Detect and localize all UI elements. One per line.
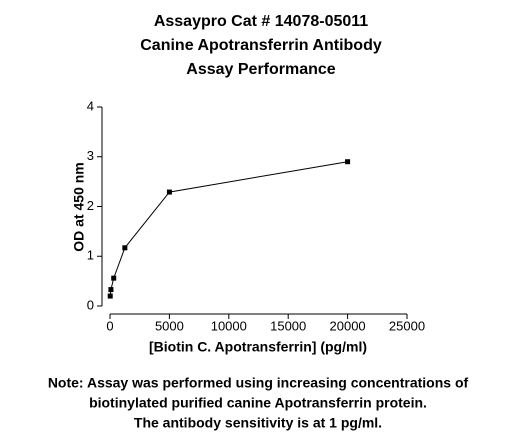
line xyxy=(109,161,348,297)
x-tick-label: 15000 xyxy=(270,318,306,333)
y-tick-label: 1 xyxy=(87,248,94,263)
y-tick-label: 0 xyxy=(87,297,94,312)
point xyxy=(345,159,351,165)
note: Note: Assay was performed using increasi… xyxy=(48,375,469,391)
point xyxy=(111,275,117,281)
point xyxy=(166,189,172,195)
y-axis-label: OD at 450 nm xyxy=(71,162,87,251)
chart-title: Assaypro Cat # 14078-05011 xyxy=(154,13,368,30)
chart-title: Canine Apotransferrin Antibody xyxy=(140,37,382,54)
x-tick-label: 20000 xyxy=(330,318,366,333)
x-tick-label: 10000 xyxy=(211,318,247,333)
y-tick-label: 3 xyxy=(87,148,94,163)
x-tick-label: 5000 xyxy=(155,318,184,333)
x-tick-label: 25000 xyxy=(389,318,425,333)
x-axis-label: [Biotin C. Apotransferrin] (pg/ml) xyxy=(149,339,367,355)
note: biotinylated purified canine Apotransfer… xyxy=(89,395,427,411)
point xyxy=(122,245,128,251)
note: The antibody sensitivity is at 1 pg/ml. xyxy=(134,415,382,431)
y-tick-label: 4 xyxy=(87,98,94,113)
point xyxy=(108,287,114,293)
point xyxy=(107,293,113,299)
y-tick-label: 2 xyxy=(87,198,94,213)
x-tick-label: 0 xyxy=(106,318,113,333)
chart-title: Assay Performance xyxy=(186,61,336,78)
